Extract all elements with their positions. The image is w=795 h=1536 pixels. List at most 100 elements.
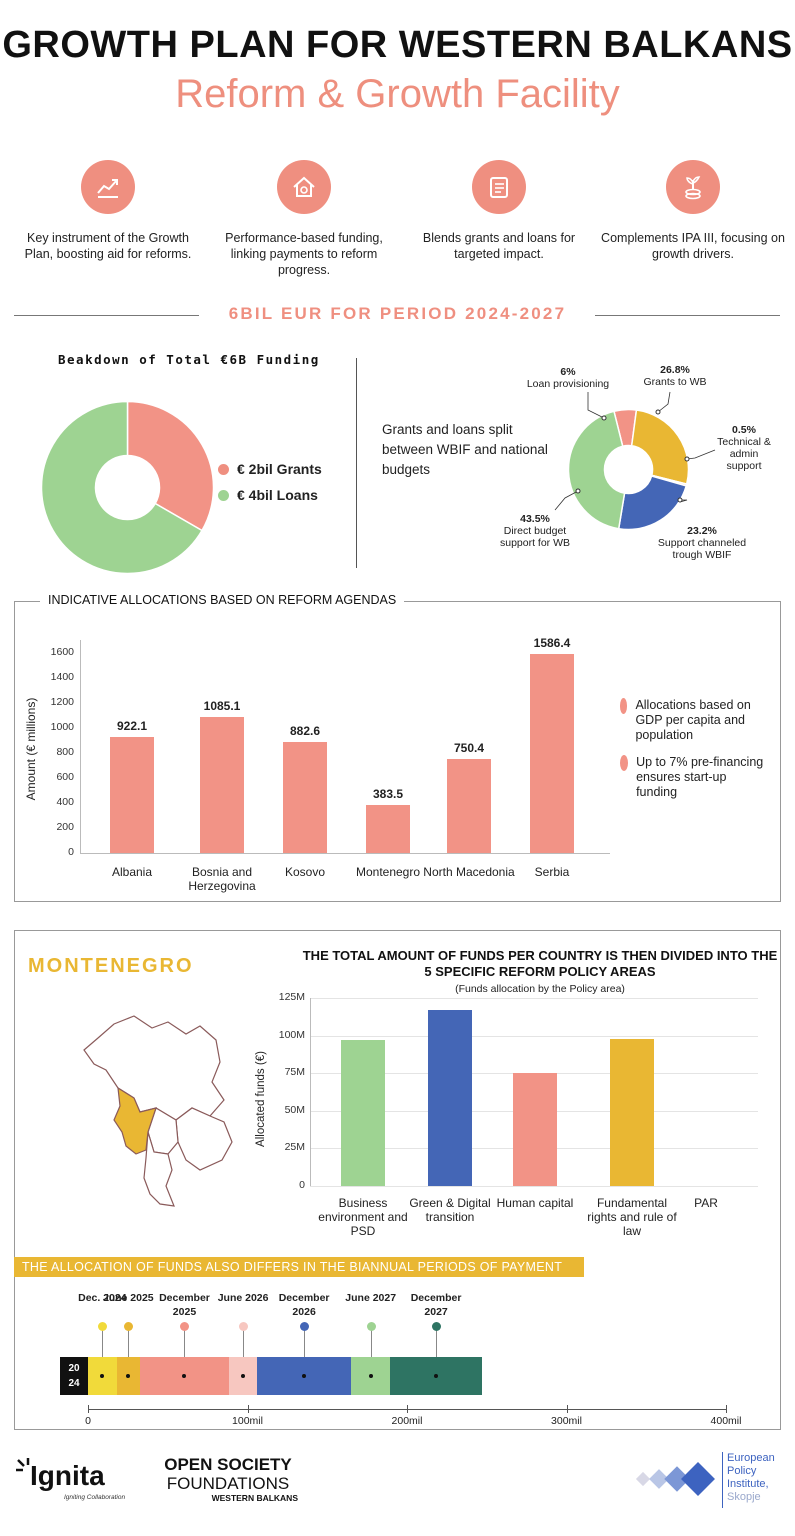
- segment-marker: [182, 1374, 187, 1378]
- y-tick-label: 800: [56, 745, 74, 758]
- slice-name: Technical & admin support: [717, 436, 771, 472]
- timeline-label: December 2025: [159, 1292, 210, 1318]
- donut-slice: [630, 409, 690, 486]
- year-badge: 20 24: [60, 1357, 88, 1395]
- allocations-chart: 0 200 400 600 800 1000 1200 1400 1600 922.1 Albani…: [45, 620, 610, 893]
- house-coin-icon: [277, 160, 331, 214]
- montenegro-chart-subtitle: (Funds allocation by the Policy area): [455, 983, 625, 995]
- split-donut: [567, 408, 690, 531]
- category-label: Montenegro: [355, 865, 421, 879]
- allocations-heading: INDICATIVE ALLOCATIONS BASED ON REFORM A…: [40, 593, 405, 607]
- vertical-divider: [356, 358, 357, 568]
- segment-marker: [368, 1374, 373, 1378]
- y-tick-label: 50M: [284, 1103, 305, 1116]
- plant-coins-icon: [666, 160, 720, 214]
- slice-pct: 6%: [560, 366, 576, 378]
- slice-name: Support channeled trough WBIF: [657, 537, 747, 561]
- epi-line: Skopje: [727, 1491, 761, 1503]
- y-tick-label: 1400: [50, 670, 74, 683]
- y-tick-label: 125M: [278, 991, 305, 1003]
- axis-tick: [407, 1405, 408, 1413]
- breakdown-legend: € 2bil Grants € 4bil Loans: [218, 461, 322, 503]
- gridline: [310, 1035, 758, 1037]
- category-label: Green & Digital transition: [409, 1196, 491, 1224]
- y-tick-label: 0: [68, 846, 74, 858]
- y-tick-label: 400: [56, 795, 74, 808]
- ignita-tagline: Igniting Collaboration: [64, 1494, 126, 1501]
- slice-label-grants-wb: 26.8% Grants to WB: [630, 364, 720, 388]
- legend-label: € 2bil Grants: [237, 461, 322, 477]
- split-text: Grants and loans split between WBIF and …: [382, 422, 548, 477]
- slice-pct: 26.8%: [660, 364, 690, 376]
- y-tick-label: 600: [56, 770, 74, 783]
- bar: [530, 654, 574, 853]
- payment-timeline: 20 24 Dec. 2024 June 2025 December 2025 June …: [20, 1285, 780, 1427]
- timeline-label: June 2027: [345, 1292, 397, 1304]
- slice-pct: 43.5%: [520, 513, 550, 525]
- slice-pct: 23.2%: [687, 525, 717, 537]
- bar-value-label: 750.4: [453, 740, 485, 755]
- montenegro-heading: MONTENEGRO: [28, 955, 194, 977]
- y-tick-label: 0: [299, 1179, 305, 1191]
- bar: [610, 1039, 654, 1186]
- feature-text: Complements IPA III, focusing on growth …: [601, 231, 785, 261]
- gridline: [310, 998, 758, 999]
- category-label: Fundamental rights and rule of law: [587, 1196, 677, 1238]
- category-label: Serbia: [534, 865, 570, 879]
- axis-tick: [726, 1405, 727, 1413]
- breakdown-donut: [40, 400, 215, 575]
- bar: [200, 717, 244, 853]
- features-row: Key instrument of the Growth Plan, boost…: [13, 160, 793, 285]
- check-icon: [620, 755, 629, 771]
- osf-line: FOUNDATIONS: [166, 1474, 290, 1493]
- axis-tick-label: 400mil: [710, 1415, 742, 1427]
- epi-logo: European Policy Institute, Skopje: [630, 1452, 790, 1512]
- feature-text: Key instrument of the Growth Plan, boost…: [24, 231, 192, 261]
- timeline-dot: [432, 1322, 442, 1331]
- note-item: Up to 7% pre-financing ensures start-up …: [620, 755, 770, 800]
- payments-banner: THE ALLOCATION OF FUNDS ALSO DIFFERS IN …: [14, 1257, 584, 1277]
- legend-swatch: [218, 489, 229, 501]
- bar: [513, 1073, 557, 1186]
- slice-name: Direct budget support for WB: [499, 525, 571, 549]
- legend-label: € 4bil Loans: [237, 487, 318, 503]
- ignita-logo: Ignita Igniting Collaboration: [14, 1450, 144, 1510]
- category-label: PAR: [694, 1196, 718, 1210]
- bar-value-label: 383.5: [372, 786, 404, 801]
- y-axis-line: [80, 640, 81, 853]
- spark-icon: [16, 1458, 30, 1472]
- segment-marker: [126, 1374, 131, 1378]
- osf-line: WESTERN BALKANS: [211, 1493, 298, 1503]
- y-tick-label: 200: [56, 820, 74, 833]
- y-tick-label: 100M: [278, 1028, 305, 1041]
- timeline-stem: [243, 1327, 245, 1357]
- category-label: Kosovo: [284, 865, 326, 879]
- epi-line: European: [727, 1452, 775, 1464]
- axis-tick: [566, 1405, 568, 1413]
- donut-slice: [617, 475, 688, 531]
- bar-value-label: 1085.1: [203, 699, 241, 714]
- epi-line: Policy: [727, 1465, 757, 1477]
- timeline-stem: [128, 1327, 130, 1357]
- timeline-stem: [304, 1327, 306, 1357]
- clipboard-icon: [472, 160, 526, 214]
- bar: [283, 742, 327, 853]
- bar: [341, 1040, 385, 1186]
- bar-value-label: 1586.4: [533, 636, 571, 651]
- timeline-stem: [370, 1327, 372, 1357]
- timeline-dot: [239, 1322, 249, 1331]
- chart-icon: [81, 160, 135, 214]
- year-badge-bottom: 24: [68, 1378, 80, 1389]
- page-title: GROWTH PLAN FOR WESTERN BALKANS: [2, 24, 793, 66]
- y-tick-label: 25M: [284, 1141, 305, 1154]
- allocation-notes: Allocations based on GDP per capita and …: [620, 698, 770, 800]
- category-label: Business environment and PSD: [318, 1196, 408, 1238]
- balkans-map: [83, 1015, 233, 1207]
- note-item: Allocations based on GDP per capita and …: [620, 698, 770, 743]
- axis-tick-label: 300mil: [551, 1415, 582, 1427]
- category-label: North Macedonia: [423, 865, 515, 879]
- axis-tick: [247, 1405, 249, 1413]
- bar-value-label: 922.1: [116, 719, 148, 734]
- segment-marker: [100, 1374, 105, 1378]
- check-icon: [620, 698, 628, 714]
